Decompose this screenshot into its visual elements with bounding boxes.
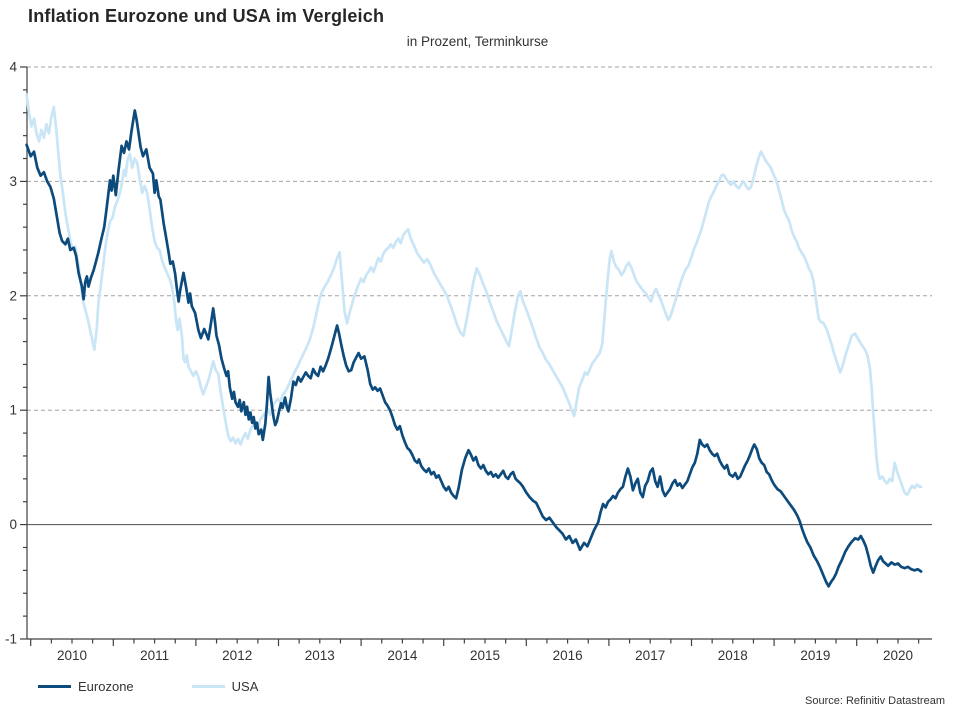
svg-text:2017: 2017 bbox=[635, 648, 665, 663]
source-note: Source: Refinitiv Datastream bbox=[805, 695, 945, 707]
svg-text:2013: 2013 bbox=[305, 648, 335, 663]
svg-text:2018: 2018 bbox=[718, 648, 748, 663]
svg-text:2020: 2020 bbox=[883, 648, 913, 663]
svg-text:2011: 2011 bbox=[140, 648, 169, 663]
usa-line-swatch bbox=[191, 685, 225, 688]
svg-text:2014: 2014 bbox=[387, 648, 418, 663]
chart-subtitle: in Prozent, Terminkurse bbox=[406, 34, 549, 49]
axes bbox=[26, 67, 932, 640]
y-ticks bbox=[20, 66, 27, 640]
svg-text:-1: -1 bbox=[5, 632, 17, 647]
eurozone-line bbox=[25, 109, 923, 588]
usa-line bbox=[25, 93, 923, 497]
legend-label-usa: USA bbox=[231, 679, 259, 694]
svg-text:2015: 2015 bbox=[470, 648, 500, 663]
eurozone-line-swatch bbox=[38, 685, 71, 688]
svg-text:2: 2 bbox=[9, 288, 17, 303]
svg-text:3: 3 bbox=[9, 174, 17, 189]
svg-text:2016: 2016 bbox=[553, 648, 583, 663]
legend-item-usa: USA bbox=[191, 679, 259, 694]
svg-text:2012: 2012 bbox=[222, 648, 252, 663]
y-tick-labels: -1 0 1 2 3 4 bbox=[5, 60, 18, 647]
legend-label-eurozone: Eurozone bbox=[78, 679, 134, 694]
svg-text:1: 1 bbox=[9, 403, 17, 418]
svg-text:2019: 2019 bbox=[800, 648, 830, 663]
legend-item-eurozone: Eurozone bbox=[38, 679, 134, 694]
svg-text:0: 0 bbox=[9, 517, 17, 532]
chart-legend: Eurozone USA bbox=[38, 679, 316, 694]
svg-text:4: 4 bbox=[9, 60, 17, 75]
x-ticks bbox=[30, 639, 920, 646]
x-tick-labels: 2010 2011 2012 2013 2014 2015 2016 2017 2018 2019… bbox=[57, 648, 913, 663]
chart-title: Inflation Eurozone und USA im Vergleich bbox=[28, 6, 385, 26]
svg-text:2010: 2010 bbox=[57, 648, 87, 663]
